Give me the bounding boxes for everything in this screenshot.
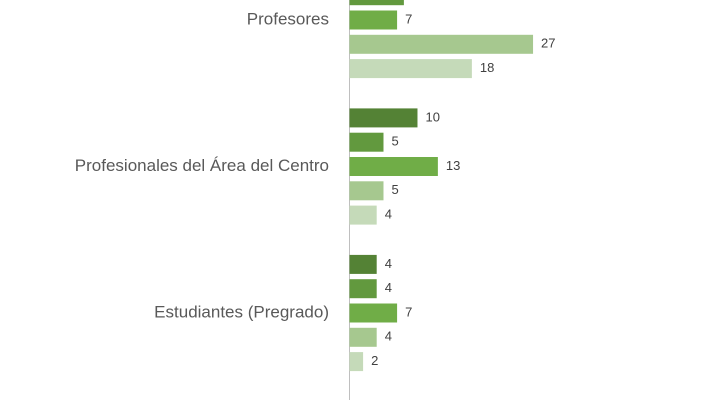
category-label: Profesores	[247, 9, 329, 28]
category-label: Estudiantes (Pregrado)	[154, 302, 329, 321]
data-label: 4	[385, 329, 392, 344]
data-label: 8	[412, 0, 419, 2]
bar	[349, 34, 534, 54]
bar	[349, 327, 377, 347]
data-label: 7	[405, 304, 412, 319]
data-label: 18	[480, 60, 494, 75]
data-label: 27	[541, 36, 555, 51]
bar	[349, 59, 472, 79]
data-label: 2	[371, 353, 378, 368]
data-label: 10	[425, 109, 439, 124]
data-label: 5	[391, 134, 398, 149]
bar	[349, 10, 398, 30]
bar	[349, 108, 418, 128]
bar	[349, 254, 377, 274]
bar	[349, 279, 377, 299]
bar	[349, 303, 398, 323]
bar	[349, 0, 404, 6]
bar	[349, 352, 364, 372]
data-label: 4	[385, 207, 392, 222]
bar	[349, 157, 438, 176]
data-label: 4	[385, 256, 392, 271]
data-label: 7	[405, 11, 412, 26]
data-label: 5	[391, 182, 398, 197]
data-label: 4	[385, 280, 392, 295]
category-label: Profesionales del Área del Centro	[75, 156, 329, 175]
bar	[349, 132, 384, 152]
bar	[349, 181, 384, 201]
bar	[349, 205, 377, 225]
data-label: 13	[446, 158, 460, 173]
